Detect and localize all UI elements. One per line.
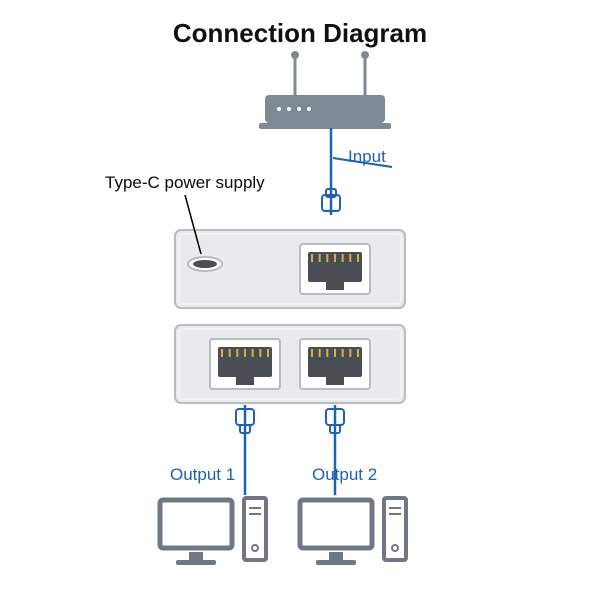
diagram-canvas (0, 0, 600, 600)
